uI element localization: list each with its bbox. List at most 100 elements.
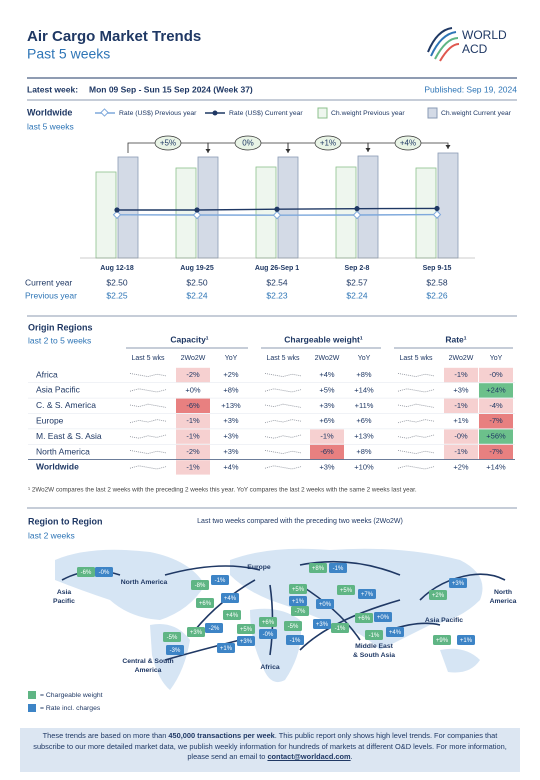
flow-label: +2% — [432, 593, 445, 599]
flow-badge — [163, 632, 181, 642]
x-tick-label: Sep 2-8 — [345, 265, 370, 272]
flow-badge — [284, 621, 302, 631]
bar — [277, 156, 299, 259]
flow-label: -0% — [263, 632, 274, 638]
logo-text: WORLD — [462, 28, 507, 42]
sparkline — [397, 434, 435, 439]
footer-text: These trends are based on more than — [42, 731, 169, 740]
cell-value: +4% — [223, 462, 239, 471]
footer: These trends are based on more than 450,… — [20, 728, 520, 772]
region-name: Asia Pacific — [425, 617, 463, 624]
flow-badge — [237, 624, 255, 634]
cell-bg — [479, 367, 513, 383]
title: Air Cargo Market Trends — [27, 28, 201, 45]
sparkline — [129, 419, 167, 424]
cell-bg — [310, 444, 344, 460]
cell-bg — [479, 444, 513, 460]
flow-label: +1% — [460, 638, 473, 644]
flow-label: +6% — [262, 620, 275, 626]
cell-value: +13% — [221, 401, 241, 410]
sparkline — [397, 388, 435, 393]
value-label: $2.24 — [186, 290, 208, 300]
cell-bg — [176, 398, 210, 413]
cell-bg — [176, 460, 210, 475]
flow-label: +3% — [316, 622, 329, 628]
flow-badge — [289, 584, 307, 594]
cell-value: +2% — [223, 370, 239, 379]
region-name: North America — [121, 579, 168, 586]
cell-value: -4% — [489, 401, 503, 410]
row-label: Current year — [25, 277, 72, 287]
sparkline — [264, 450, 302, 455]
cell-bg — [479, 414, 513, 429]
bar — [175, 167, 197, 259]
flow-badge — [449, 578, 467, 588]
region-label: M. East & S. Asia — [36, 431, 102, 441]
flow-badge — [166, 645, 184, 655]
flow-label: +7% — [361, 592, 374, 598]
x-tick-label: Aug 19-25 — [180, 265, 214, 272]
cell-value: +0% — [185, 385, 201, 394]
chart-title: Worldwide — [27, 107, 72, 117]
flow-badge — [309, 563, 327, 573]
cell-value: +5% — [319, 385, 335, 394]
cell-value: -2% — [186, 370, 200, 379]
cell-value: +3% — [319, 462, 335, 471]
column-header: Last 5 wks — [399, 355, 433, 362]
flow-badge — [289, 596, 307, 606]
region-label: Europe — [36, 415, 64, 425]
flow-label: -1% — [335, 626, 346, 632]
cell-value: +14% — [354, 385, 374, 394]
footnote: ¹ 2Wo2W compares the last 2 weeks with t… — [28, 487, 417, 494]
sparkline — [129, 403, 167, 408]
sparkline — [264, 419, 302, 424]
column-header: Last 5 wks — [266, 355, 300, 362]
flow-label: +3% — [452, 581, 465, 587]
flow-badge — [331, 623, 349, 633]
legend-swatch — [28, 691, 36, 699]
cell-value: +2% — [453, 462, 469, 471]
flow-badge — [429, 590, 447, 600]
cell-value: +13% — [354, 432, 374, 441]
rate-marker — [274, 206, 280, 212]
cell-value: +11% — [355, 401, 374, 410]
footer-text: 450,000 transactions per week — [168, 731, 275, 740]
flow-label: +6% — [199, 601, 212, 607]
flow-label: -3% — [170, 648, 181, 654]
logo-text: ACD — [462, 42, 488, 56]
map-title: Region to Region — [28, 516, 103, 526]
cell-value: -1% — [454, 370, 468, 379]
map-note: Last two weeks compared with the precedi… — [197, 518, 403, 525]
cell-bg — [479, 383, 513, 398]
cell-value: -7% — [489, 416, 503, 425]
cell-value: -0% — [489, 370, 503, 379]
value-label: $2.26 — [426, 290, 448, 300]
bar — [437, 152, 459, 259]
sparkline — [397, 403, 435, 408]
cell-value: -1% — [186, 432, 200, 441]
group-header: Rate¹ — [445, 334, 466, 344]
region-name: North — [494, 589, 512, 596]
flow-badge — [355, 613, 373, 623]
cell-value: -1% — [186, 462, 200, 471]
email-link[interactable]: contact@worldacd.com — [267, 752, 351, 761]
flow-badge — [259, 629, 277, 639]
flow-label: -8% — [195, 583, 206, 589]
sparkline — [264, 388, 302, 393]
column-header: 2Wo2W — [181, 355, 206, 362]
change-label: 0% — [242, 139, 254, 148]
value-label: $2.24 — [346, 290, 368, 300]
group-header: Chargeable weight¹ — [284, 334, 363, 344]
flow-badge — [286, 635, 304, 645]
rate-marker — [112, 210, 122, 220]
column-header: YoY — [490, 355, 503, 362]
region-label: Asia Pacific — [36, 385, 81, 395]
footer-text: . — [350, 752, 353, 761]
legend-marker — [212, 110, 218, 116]
flow-label: +3% — [240, 639, 253, 645]
table-title: Origin Regions — [28, 322, 93, 332]
x-tick-label: Aug 26-Sep 1 — [255, 265, 299, 272]
rate-marker — [194, 207, 200, 213]
flow-label: +0% — [377, 615, 390, 621]
change-bubble — [154, 135, 182, 151]
